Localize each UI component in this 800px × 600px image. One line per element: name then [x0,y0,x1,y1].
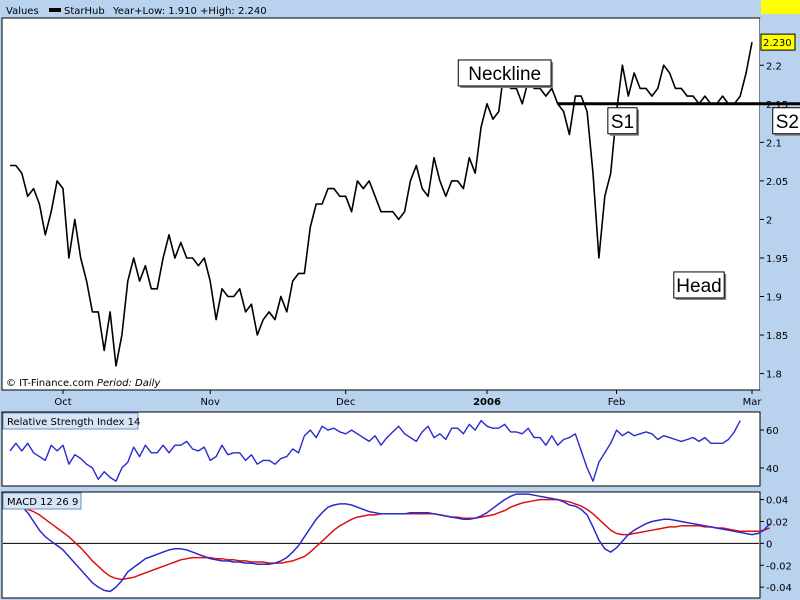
macd-ytick-label: 0.04 [766,496,788,507]
price-ytick-label: 1.85 [766,331,788,342]
macd-series [3,493,771,593]
price-ytick-label: 2.1 [766,138,782,149]
price-ytick-label: 1.9 [766,293,782,304]
price-ytick-label: 1.8 [766,370,782,381]
rsi-title-box: Relative Strength Index 14 [2,412,140,430]
y-axes: 1.8 1.85 1.9 1.95 2 2.05 2.1 2.15 2.2 2.230 40 60 64… [760,0,800,594]
last-rsi-badge [761,0,800,14]
price-series [10,41,753,367]
legend-series-name: StarHub [64,6,105,17]
macd-title-box: MACD 12 26 9 [2,492,82,510]
price-panel [1,17,761,391]
price-ytick-label: 2 [766,215,772,226]
last-rsi-label: 64.8143 [762,0,800,3]
source-credit: © IT-Finance.com Period: Daily [6,378,161,389]
last-price-badge [760,33,796,51]
last-price-label: 2.230 [763,38,792,49]
annotation-s1: S1 [611,112,634,133]
x-tick-label: Nov [200,397,220,408]
x-axis-labels: Oct Nov Dec 2006 Feb Mar [54,390,762,408]
macd-ytick-label: -0.04 [766,583,792,594]
price-ytick-label: 2.2 [766,61,782,72]
rsi-line [9,419,741,482]
price-ytick-label: 2.15 [766,100,788,111]
legend: Values StarHub Year+Low: 1.910 +High: 2.… [6,6,267,17]
price-line [10,41,753,367]
legend-year-range: Year+Low: 1.910 +High: 2.240 [112,6,267,17]
price-ytick-label: 1.95 [766,254,788,265]
annotation-neckline: Neckline [468,64,541,85]
macd-panel [1,491,761,599]
rsi-series [9,419,741,482]
x-tick-label: Dec [336,397,355,408]
annotation-box [673,271,725,299]
macd-line [9,493,771,593]
annotation-box [772,107,800,135]
annotation-box [457,59,552,87]
x-tick-label: 2006 [473,397,501,408]
x-tick-label: Mar [743,397,763,408]
legend-title: Values [6,6,39,17]
annotation-box [607,107,638,135]
annotations: Neckline S1 S2 Head [457,59,800,300]
price-ytick-label: 2.05 [766,177,788,188]
series-swatch [49,8,61,12]
macd-ytick-label: 0.02 [766,517,788,528]
price-axis-area [760,18,800,390]
rsi-ytick-label: 60 [766,426,779,437]
macd-ytick-label: -0.02 [766,561,792,572]
rsi-title: Relative Strength Index 14 [7,417,140,428]
macd-ytick-label: 0 [766,539,772,550]
x-tick-label: Feb [608,397,626,408]
x-tick-label: Oct [54,397,71,408]
annotation-s2: S2 [776,112,799,133]
macd-title: MACD 12 26 9 [7,497,78,508]
annotation-head: Head [676,276,721,297]
rsi-ytick-label: 40 [766,464,779,475]
